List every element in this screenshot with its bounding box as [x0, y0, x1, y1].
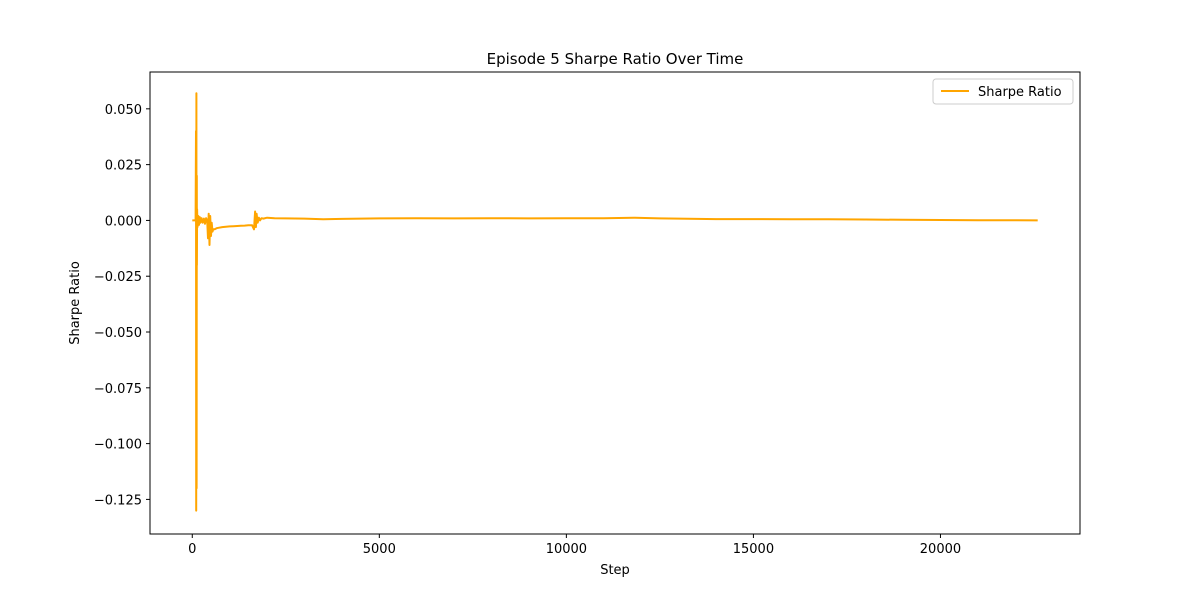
y-tick-label: 0.025: [105, 159, 142, 174]
x-tick-label: 20000: [920, 542, 961, 557]
y-tick-label: 0.000: [105, 214, 142, 229]
y-tick-label: −0.075: [94, 382, 142, 397]
y-tick-label: −0.025: [94, 270, 142, 285]
plot-frame: [149, 71, 1081, 535]
y-axis-title: Sharpe Ratio: [68, 261, 83, 345]
series-line: [192, 92, 1038, 512]
x-tick-label: 5000: [363, 542, 396, 557]
plot-area: [192, 92, 1038, 512]
y-tick-label: 0.050: [105, 103, 142, 118]
y-tick-label: −0.125: [94, 493, 142, 508]
legend-box: [932, 78, 1074, 105]
chart-title: Episode 5 Sharpe Ratio Over Time: [487, 50, 744, 68]
x-axis-title: Step: [600, 563, 630, 578]
legend-label: Sharpe Ratio: [978, 85, 1062, 100]
y-tick-label: −0.050: [94, 326, 142, 341]
y-tick-label: −0.100: [94, 438, 142, 453]
legend: Sharpe Ratio: [932, 78, 1074, 105]
x-axis: 0 5000 10000 15000 20000: [188, 534, 961, 557]
x-tick-label: 15000: [733, 542, 774, 557]
x-tick-label: 10000: [546, 542, 587, 557]
y-axis: 0.050 0.025 0.000 −0.025 −0.050 −0.075 −0.100 −…: [94, 103, 150, 508]
x-tick-label: 0: [188, 542, 196, 557]
